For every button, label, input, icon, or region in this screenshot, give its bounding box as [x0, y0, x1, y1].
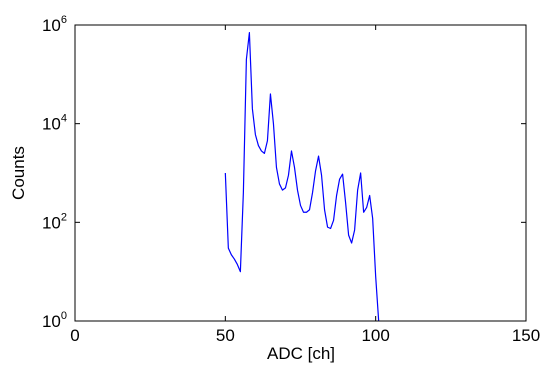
y-tick-label-0: 100: [42, 310, 67, 331]
y-tick-label-exp-0: 0: [61, 310, 67, 322]
y-tick-label-3: 106: [42, 14, 67, 35]
x-tick-label-3: 150: [512, 326, 540, 345]
y-axis-label: Counts: [9, 146, 28, 200]
y-tick-label-1: 102: [42, 211, 67, 232]
y-tick-label-exp-3: 6: [61, 14, 67, 26]
y-tick-label-exp-1: 2: [61, 211, 67, 223]
x-tick-label-0: 0: [70, 326, 79, 345]
y-tick-label-base-2: 10: [42, 115, 61, 134]
y-tick-label-base-1: 10: [42, 213, 61, 232]
y-tick-label-exp-2: 4: [61, 113, 67, 125]
y-tick-label-2: 104: [42, 113, 67, 134]
x-tick-label-2: 100: [361, 326, 389, 345]
x-axis-label: ADC [ch]: [267, 344, 335, 363]
plot-frame: [74, 24, 527, 322]
y-tick-label-base-0: 10: [42, 312, 61, 331]
series-line-0: [224, 32, 380, 322]
series-layer: [224, 32, 380, 322]
x-tick-label-1: 50: [216, 326, 235, 345]
plot-background: [75, 25, 526, 321]
y-tick-label-base-3: 10: [42, 16, 61, 35]
